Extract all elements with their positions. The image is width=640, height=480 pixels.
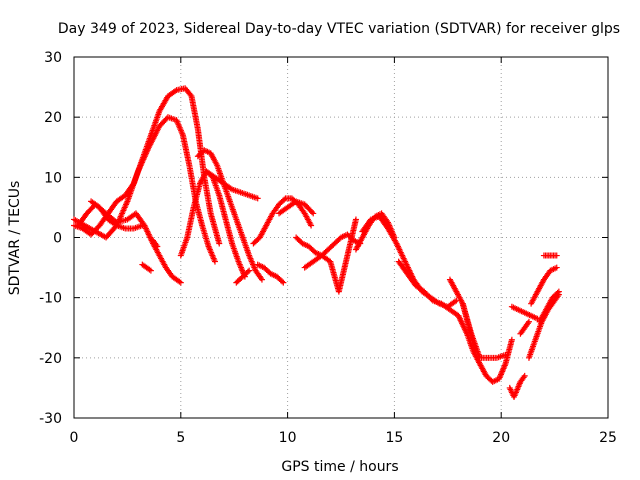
data-point [147,267,154,274]
series-arc-9 [203,168,261,202]
y-tick-label: -10 [39,291,62,307]
series-arc-11 [250,195,315,247]
data-point [279,278,286,285]
data-point [211,258,218,265]
grid [74,57,608,418]
series-arc-22 [506,372,528,400]
data-point [139,222,146,229]
data-point [554,289,561,296]
series-arc-15 [301,216,359,295]
series-arc-10 [233,267,253,286]
series-arc-21 [508,303,541,322]
data-point [308,222,315,229]
data-point [154,243,161,250]
data-point [281,196,288,203]
x-tick-label: 20 [492,430,510,446]
x-axis-label: GPS time / hours [281,459,398,475]
x-tick-label: 25 [599,430,617,446]
series-arc-12 [254,261,287,286]
series-arc-2 [71,114,218,265]
y-tick-label: 10 [44,170,62,186]
data-point [187,91,194,98]
series-arc-26 [536,288,562,325]
y-tick-label: 20 [44,110,62,126]
series-arc-27 [517,318,532,337]
data-point [280,279,287,286]
series-arc-3 [75,201,184,286]
series-arc-13 [276,198,317,217]
data-point [352,216,359,223]
axis-ticks: 0 5 10 15 20 25 -30 -20 -10 0 10 20 30 [39,50,617,446]
data-point [258,276,265,283]
x-tick-label: 15 [385,430,403,446]
x-tick-label: 5 [176,430,185,446]
data-point [246,267,253,274]
x-tick-label: 10 [279,430,297,446]
y-tick-label: 30 [44,50,62,66]
series-arc-6 [150,237,161,250]
data-point [244,268,251,275]
data-marks [71,85,562,400]
data-point [216,240,223,247]
series-arc-17 [359,213,460,310]
series-arc-20 [459,300,509,361]
y-tick-label: 0 [53,231,62,247]
data-point [254,195,261,202]
data-point [521,372,528,379]
y-tick-label: -30 [39,411,62,427]
data-point [555,288,562,295]
series-arc-7 [177,168,248,280]
series-arc-24 [528,264,560,307]
chart-title: Day 349 of 2023, Sidereal Day-to-day VTE… [58,21,620,37]
series-arc-8 [194,147,265,283]
data-point [502,351,509,358]
y-axis-label: SDTVAR / TECUs [7,181,23,296]
data-point [553,264,560,271]
data-point [177,279,184,286]
series-arc-5 [139,261,154,274]
data-point [508,336,515,343]
x-tick-label: 0 [70,430,79,446]
series-arc-4 [88,198,146,232]
data-point [525,318,532,325]
data-point [553,252,560,259]
y-tick-label: -20 [39,351,62,367]
data-point [309,209,316,216]
series-arc-25 [540,252,560,259]
data-point [310,210,317,217]
